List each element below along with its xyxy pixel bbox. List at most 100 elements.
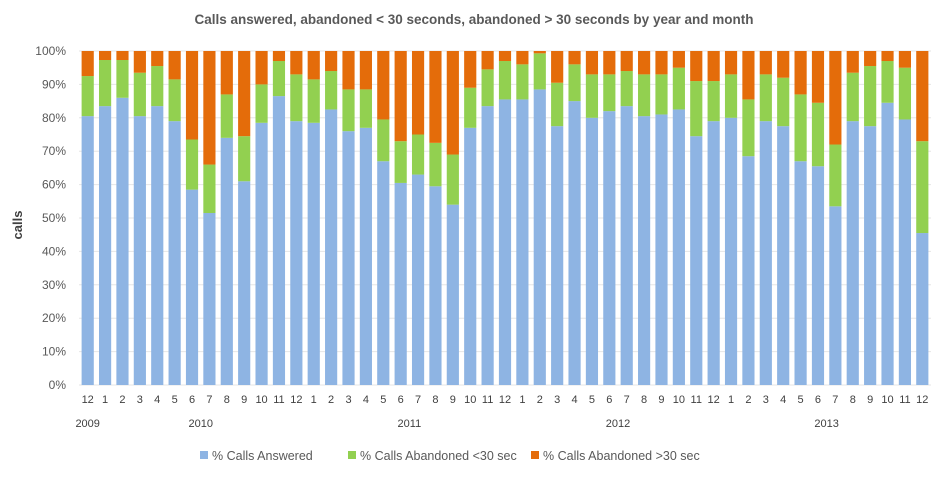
bar-segment-answered bbox=[690, 136, 703, 385]
legend-label: % Calls Abandoned >30 sec bbox=[543, 449, 700, 463]
bar-segment-answered bbox=[864, 126, 877, 386]
x-tick-label: 3 bbox=[137, 394, 143, 406]
bar-segment-abandoned-over-30 bbox=[603, 51, 616, 75]
x-tick-label: 12 bbox=[499, 394, 511, 406]
bar-segment-answered bbox=[116, 97, 129, 385]
bar-segment-answered bbox=[742, 156, 755, 385]
bar-segment-abandoned-over-30 bbox=[168, 51, 181, 80]
bar-segment-abandoned-under-30 bbox=[325, 71, 338, 110]
legend-swatch bbox=[200, 451, 208, 459]
bar-segment-abandoned-over-30 bbox=[811, 51, 825, 103]
bar-segment-answered bbox=[898, 119, 912, 385]
x-tick-label: 12 bbox=[290, 394, 302, 406]
y-tick-label: 20% bbox=[42, 311, 66, 325]
bar-segment-abandoned-under-30 bbox=[220, 94, 233, 138]
bar-segment-answered bbox=[151, 106, 164, 386]
bar-segment-abandoned-under-30 bbox=[829, 144, 842, 207]
bar-segment-answered bbox=[724, 117, 738, 386]
bar-segment-abandoned-under-30 bbox=[898, 67, 912, 120]
bar-segment-abandoned-under-30 bbox=[481, 69, 494, 107]
x-tick-label: 4 bbox=[571, 394, 577, 406]
bar-segment-answered bbox=[881, 102, 894, 386]
bar-segment-abandoned-under-30 bbox=[498, 61, 512, 100]
bar-segment-abandoned-over-30 bbox=[551, 51, 564, 83]
bar-segment-answered bbox=[533, 89, 546, 385]
bar-segment-abandoned-over-30 bbox=[481, 51, 494, 70]
bar-segment-abandoned-over-30 bbox=[846, 51, 859, 73]
x-tick-label: 7 bbox=[206, 394, 212, 406]
bar-segment-abandoned-over-30 bbox=[238, 51, 251, 137]
x-tick-label: 3 bbox=[763, 394, 769, 406]
bar-segment-answered bbox=[498, 99, 512, 386]
bar-segment-abandoned-over-30 bbox=[585, 51, 599, 75]
x-tick-label: 10 bbox=[881, 394, 893, 406]
bar-segment-abandoned-over-30 bbox=[446, 51, 459, 155]
bar-segment-abandoned-under-30 bbox=[98, 60, 112, 107]
bar-segment-answered bbox=[98, 106, 112, 386]
bar-segment-answered bbox=[568, 101, 581, 385]
bar-segment-abandoned-over-30 bbox=[690, 51, 703, 82]
x-tick-label: 11 bbox=[691, 394, 702, 406]
x-tick-label: 6 bbox=[398, 394, 404, 406]
bar-segment-answered bbox=[168, 121, 181, 385]
bar-segment-abandoned-under-30 bbox=[811, 102, 825, 167]
legend-label: % Calls Answered bbox=[212, 449, 313, 463]
bar-segment-answered bbox=[777, 126, 790, 386]
bar-segment-abandoned-over-30 bbox=[707, 51, 720, 82]
x-tick-label: 11 bbox=[273, 394, 284, 406]
x-tick-label: 6 bbox=[606, 394, 612, 406]
x-tick-label: 5 bbox=[589, 394, 595, 406]
bar-segment-abandoned-under-30 bbox=[759, 74, 772, 122]
bar-segment-abandoned-under-30 bbox=[272, 61, 286, 97]
bar-segment-answered bbox=[672, 109, 685, 385]
bar-segment-abandoned-under-30 bbox=[655, 74, 668, 115]
bar-segment-abandoned-under-30 bbox=[185, 139, 199, 190]
bar-segment-answered bbox=[916, 233, 929, 385]
bar-segment-answered bbox=[394, 182, 407, 385]
bar-segment-answered bbox=[290, 121, 303, 385]
x-tick-label: 9 bbox=[241, 394, 247, 406]
bar-segment-abandoned-over-30 bbox=[325, 51, 338, 72]
bar-segment-answered bbox=[585, 117, 599, 386]
bar-segment-abandoned-under-30 bbox=[551, 82, 564, 127]
bar-segment-answered bbox=[707, 121, 720, 385]
y-tick-label: 40% bbox=[42, 244, 66, 258]
x-tick-label: 8 bbox=[432, 394, 438, 406]
bar-segment-answered bbox=[759, 121, 772, 385]
x-tick-label: 7 bbox=[624, 394, 630, 406]
x-tick-label: 7 bbox=[832, 394, 838, 406]
x-tick-label: 4 bbox=[363, 394, 369, 406]
x-tick-label: 4 bbox=[780, 394, 786, 406]
bar-segment-abandoned-under-30 bbox=[290, 74, 303, 122]
bar-segment-abandoned-under-30 bbox=[238, 136, 251, 182]
bar-segment-abandoned-over-30 bbox=[411, 51, 425, 135]
x-tick-label: 2 bbox=[745, 394, 751, 406]
x-tick-label: 12 bbox=[916, 394, 928, 406]
bar-segment-abandoned-over-30 bbox=[307, 51, 320, 80]
bar-segment-abandoned-under-30 bbox=[638, 74, 651, 117]
y-tick-label: 90% bbox=[42, 77, 66, 91]
bar-segment-abandoned-under-30 bbox=[116, 60, 129, 98]
x-tick-label: 8 bbox=[850, 394, 856, 406]
bar-segment-abandoned-over-30 bbox=[533, 51, 546, 54]
bar-segment-abandoned-under-30 bbox=[864, 66, 877, 127]
x-tick-label: 8 bbox=[641, 394, 647, 406]
bar-segment-answered bbox=[551, 126, 564, 386]
x-tick-label: 5 bbox=[380, 394, 386, 406]
bar-segment-abandoned-over-30 bbox=[185, 51, 199, 140]
y-tick-label: 100% bbox=[35, 44, 66, 58]
x-tick-label: 9 bbox=[867, 394, 873, 406]
x-tick-label: 8 bbox=[224, 394, 230, 406]
bar-segment-answered bbox=[464, 127, 477, 385]
bar-segment-answered bbox=[203, 212, 216, 385]
bar-segment-abandoned-under-30 bbox=[168, 79, 181, 122]
bar-segment-abandoned-under-30 bbox=[429, 142, 442, 187]
bar-segment-abandoned-over-30 bbox=[98, 51, 112, 61]
bar-segment-abandoned-under-30 bbox=[846, 72, 859, 122]
bar-segment-abandoned-over-30 bbox=[394, 51, 407, 142]
bar-segment-abandoned-under-30 bbox=[394, 141, 407, 183]
bar-segment-abandoned-under-30 bbox=[603, 74, 616, 112]
bar-segment-abandoned-under-30 bbox=[690, 81, 703, 137]
bar-segment-abandoned-under-30 bbox=[411, 134, 425, 175]
